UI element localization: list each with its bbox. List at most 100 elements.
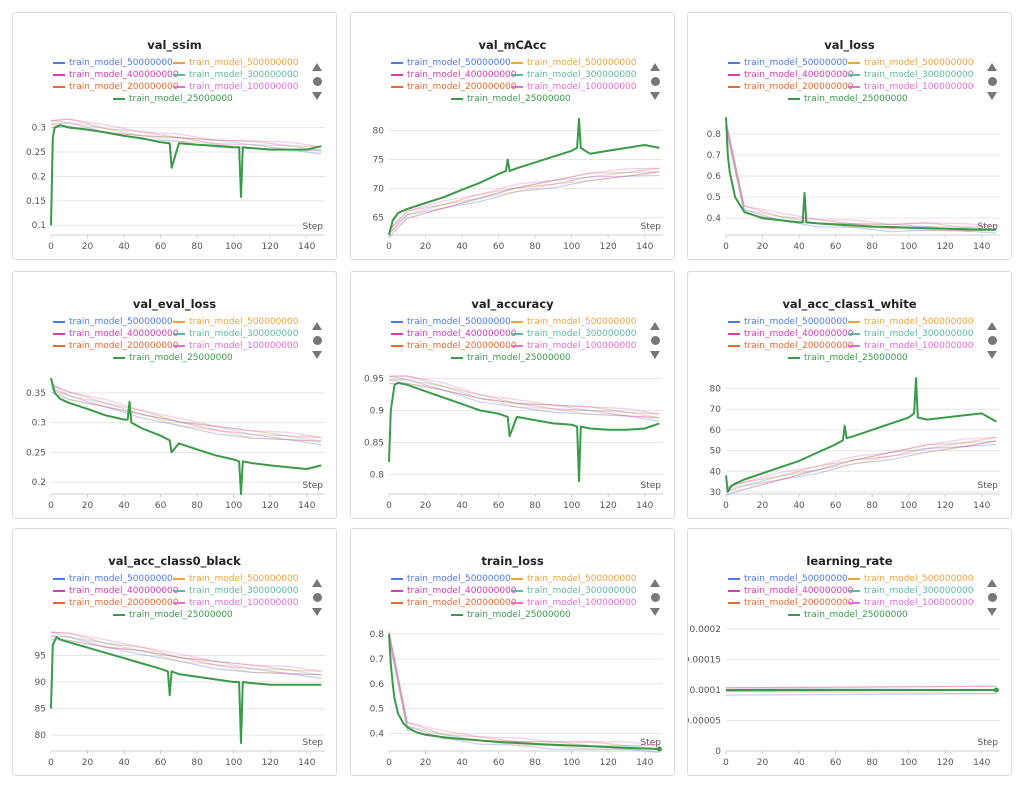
legend-entry[interactable]: train_model_100000000 bbox=[511, 598, 637, 609]
scroll-position-icon[interactable] bbox=[312, 77, 322, 86]
legend-entry[interactable]: train_model_500000000 bbox=[173, 574, 299, 585]
legend-entry[interactable]: train_model_500000000 bbox=[511, 574, 637, 585]
scroll-position-icon[interactable] bbox=[650, 77, 660, 86]
scroll-up-icon[interactable] bbox=[312, 63, 322, 71]
legend-entry[interactable]: train_model_500000000 bbox=[511, 317, 637, 328]
legend-entry[interactable]: train_model_500000000 bbox=[848, 574, 974, 585]
legend-entry[interactable]: train_model_50000000 bbox=[728, 58, 848, 69]
legend-entry[interactable]: train_model_400000000 bbox=[728, 586, 854, 597]
legend-entry[interactable]: train_model_50000000 bbox=[728, 317, 848, 328]
legend-entry[interactable]: train_model_500000000 bbox=[848, 58, 974, 69]
line-chart[interactable]: 0.2 0.25 0.3 0.35 0 20 40 60 80 100 120 140 Step bbox=[13, 272, 337, 519]
scroll-position-icon[interactable] bbox=[650, 593, 660, 602]
scroll-down-icon[interactable] bbox=[312, 92, 322, 100]
line-chart[interactable]: 0 0.00005 0.0001 0.00015 0.0002 0 20 40 60 80 100 1… bbox=[688, 529, 1012, 776]
legend-entry[interactable]: train_model_300000000 bbox=[511, 329, 637, 340]
legend-entry[interactable]: train_model_50000000 bbox=[53, 58, 173, 69]
legend-entry[interactable]: train_model_300000000 bbox=[173, 329, 299, 340]
line-chart[interactable]: 30 40 50 60 70 80 0 20 40 60 80 100 120 140 Step bbox=[688, 272, 1012, 519]
legend-entry[interactable]: train_model_200000000 bbox=[728, 598, 854, 609]
legend-entry[interactable]: train_model_50000000 bbox=[728, 574, 848, 585]
legend-entry[interactable]: train_model_400000000 bbox=[53, 329, 179, 340]
legend-entry[interactable]: train_model_300000000 bbox=[848, 70, 974, 81]
scroll-position-icon[interactable] bbox=[987, 336, 997, 345]
legend-entry[interactable]: train_model_400000000 bbox=[53, 70, 179, 81]
legend-entry[interactable]: train_model_400000000 bbox=[391, 329, 517, 340]
scroll-down-icon[interactable] bbox=[987, 351, 997, 359]
legend-entry[interactable]: train_model_25000000 bbox=[451, 610, 571, 621]
legend-entry[interactable]: train_model_50000000 bbox=[53, 317, 173, 328]
legend-entry[interactable]: train_model_50000000 bbox=[391, 58, 511, 69]
scroll-up-icon[interactable] bbox=[650, 579, 660, 587]
scroll-position-icon[interactable] bbox=[312, 336, 322, 345]
scroll-position-icon[interactable] bbox=[987, 593, 997, 602]
legend-entry[interactable]: train_model_300000000 bbox=[848, 329, 974, 340]
legend-entry[interactable]: train_model_25000000 bbox=[113, 94, 233, 105]
legend-entry[interactable]: train_model_25000000 bbox=[451, 94, 571, 105]
scroll-down-icon[interactable] bbox=[650, 351, 660, 359]
legend-entry[interactable]: train_model_25000000 bbox=[788, 610, 908, 621]
legend-entry[interactable]: train_model_25000000 bbox=[451, 353, 571, 364]
legend-entry[interactable]: train_model_300000000 bbox=[173, 70, 299, 81]
legend-entry[interactable]: train_model_200000000 bbox=[391, 82, 517, 93]
scroll-up-icon[interactable] bbox=[987, 322, 997, 330]
line-chart[interactable]: 0.8 0.85 0.9 0.95 0 20 40 60 80 100 120 140 Step bbox=[351, 272, 675, 519]
line-chart[interactable]: 80 85 90 95 0 20 40 60 80 100 120 140 Step bbox=[13, 529, 337, 776]
legend-entry[interactable]: train_model_400000000 bbox=[391, 586, 517, 597]
legend-entry[interactable]: train_model_200000000 bbox=[728, 82, 854, 93]
legend-entry[interactable]: train_model_50000000 bbox=[53, 574, 173, 585]
scroll-down-icon[interactable] bbox=[650, 608, 660, 616]
legend-entry[interactable]: train_model_500000000 bbox=[173, 58, 299, 69]
legend-entry[interactable]: train_model_100000000 bbox=[511, 341, 637, 352]
legend-entry[interactable]: train_model_50000000 bbox=[391, 317, 511, 328]
line-chart[interactable]: 0.4 0.5 0.6 0.7 0.8 0 20 40 60 80 100 120 140 Step bbox=[688, 13, 1012, 260]
scroll-up-icon[interactable] bbox=[987, 63, 997, 71]
legend-entry[interactable]: train_model_200000000 bbox=[391, 341, 517, 352]
scroll-position-icon[interactable] bbox=[987, 77, 997, 86]
scroll-position-icon[interactable] bbox=[312, 593, 322, 602]
legend-entry[interactable]: train_model_100000000 bbox=[173, 598, 299, 609]
scroll-up-icon[interactable] bbox=[987, 579, 997, 587]
legend-entry[interactable]: train_model_200000000 bbox=[728, 341, 854, 352]
legend-entry[interactable]: train_model_300000000 bbox=[848, 586, 974, 597]
legend-entry[interactable]: train_model_25000000 bbox=[113, 610, 233, 621]
legend-entry[interactable]: train_model_200000000 bbox=[53, 341, 179, 352]
scroll-down-icon[interactable] bbox=[650, 92, 660, 100]
legend-entry[interactable]: train_model_400000000 bbox=[728, 329, 854, 340]
legend-entry[interactable]: train_model_100000000 bbox=[848, 341, 974, 352]
line-chart[interactable]: 0.1 0.15 0.2 0.25 0.3 0 20 40 60 80 100 120 140 Step bbox=[13, 13, 337, 260]
legend-entry[interactable]: train_model_500000000 bbox=[511, 58, 637, 69]
scroll-up-icon[interactable] bbox=[312, 579, 322, 587]
legend-entry[interactable]: train_model_400000000 bbox=[728, 70, 854, 81]
scroll-down-icon[interactable] bbox=[987, 608, 997, 616]
legend-entry[interactable]: train_model_25000000 bbox=[788, 94, 908, 105]
legend-entry[interactable]: train_model_400000000 bbox=[391, 70, 517, 81]
legend-entry[interactable]: train_model_25000000 bbox=[113, 353, 233, 364]
scroll-down-icon[interactable] bbox=[312, 351, 322, 359]
legend-entry[interactable]: train_model_400000000 bbox=[53, 586, 179, 597]
legend-entry[interactable]: train_model_300000000 bbox=[511, 70, 637, 81]
line-chart[interactable]: 65 70 75 80 0 20 40 60 80 100 120 140 Step bbox=[351, 13, 675, 260]
legend-entry[interactable]: train_model_200000000 bbox=[53, 82, 179, 93]
scroll-position-icon[interactable] bbox=[650, 336, 660, 345]
scroll-down-icon[interactable] bbox=[312, 608, 322, 616]
legend-entry[interactable]: train_model_500000000 bbox=[173, 317, 299, 328]
legend-entry[interactable]: train_model_100000000 bbox=[848, 598, 974, 609]
legend-entry[interactable]: train_model_200000000 bbox=[53, 598, 179, 609]
line-chart[interactable]: 0.4 0.5 0.6 0.7 0.8 0 20 40 60 80 100 120 140 Step bbox=[351, 529, 675, 776]
legend-entry[interactable]: train_model_300000000 bbox=[511, 586, 637, 597]
legend-entry[interactable]: train_model_200000000 bbox=[391, 598, 517, 609]
scroll-up-icon[interactable] bbox=[312, 322, 322, 330]
legend-entry[interactable]: train_model_100000000 bbox=[511, 82, 637, 93]
legend-entry[interactable]: train_model_50000000 bbox=[391, 574, 511, 585]
legend-entry[interactable]: train_model_25000000 bbox=[788, 353, 908, 364]
scroll-up-icon[interactable] bbox=[650, 322, 660, 330]
legend-entry[interactable]: train_model_500000000 bbox=[848, 317, 974, 328]
legend-entry[interactable]: train_model_100000000 bbox=[173, 341, 299, 352]
legend-entry[interactable]: train_model_300000000 bbox=[173, 586, 299, 597]
scroll-up-icon[interactable] bbox=[650, 63, 660, 71]
legend-swatch bbox=[848, 61, 860, 64]
legend-entry[interactable]: train_model_100000000 bbox=[848, 82, 974, 93]
scroll-down-icon[interactable] bbox=[987, 92, 997, 100]
legend-entry[interactable]: train_model_100000000 bbox=[173, 82, 299, 93]
